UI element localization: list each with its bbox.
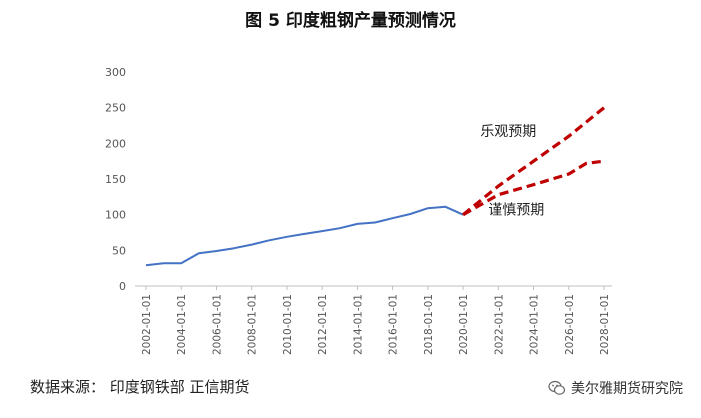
series-line-actual — [145, 205, 464, 267]
y-tick-label: 300 — [105, 66, 126, 79]
y-tick-label: 100 — [105, 209, 126, 222]
y-tick-label: 250 — [105, 102, 126, 115]
wechat-icon — [548, 380, 566, 395]
x-tick-label: 2018-01-01 — [423, 294, 435, 355]
x-tick-label: 2008-01-01 — [247, 294, 259, 355]
y-tick-label: 50 — [112, 244, 126, 257]
x-tick-label: 2012-01-01 — [317, 294, 329, 355]
watermark-text: 美尔雅期货研究院 — [571, 381, 683, 397]
data-source-note: 数据来源： 印度钢铁部 正信期货 — [30, 378, 250, 396]
series-label: 谨慎预期 — [488, 203, 544, 219]
series-line-乐观预期 — [462, 106, 606, 216]
y-tick-label: 200 — [105, 137, 126, 150]
watermark: 美尔雅期货研究院 — [548, 378, 683, 398]
x-tick-label: 2024-01-01 — [529, 294, 541, 355]
x-tick-label: 2022-01-01 — [493, 294, 505, 355]
y-tick-label: 150 — [105, 173, 126, 186]
x-tick-label: 2026-01-01 — [564, 294, 576, 355]
x-tick-label: 2020-01-01 — [458, 294, 470, 355]
x-tick-label: 2006-01-01 — [211, 294, 223, 355]
series-line-谨慎预期 — [462, 159, 605, 217]
chart-title: 图 5 印度粗钢产量预测情况 — [245, 11, 456, 31]
x-tick-label: 2014-01-01 — [352, 294, 364, 355]
series-layer — [145, 106, 606, 267]
x-tick-label: 2002-01-01 — [141, 294, 153, 355]
x-axis: 2002-01-01 2004-01-01 2006-01-01 2008-01-01… — [135, 285, 612, 355]
y-axis: 0 50 100 150 200 250 300 — [105, 66, 126, 293]
series-label: 乐观预期 — [480, 124, 536, 140]
y-tick-label: 0 — [119, 280, 126, 293]
x-tick-label: 2004-01-01 — [176, 294, 188, 355]
x-tick-label: 2016-01-01 — [388, 294, 400, 355]
x-tick-label: 2010-01-01 — [282, 294, 294, 355]
x-tick-label: 2028-01-01 — [599, 294, 611, 355]
